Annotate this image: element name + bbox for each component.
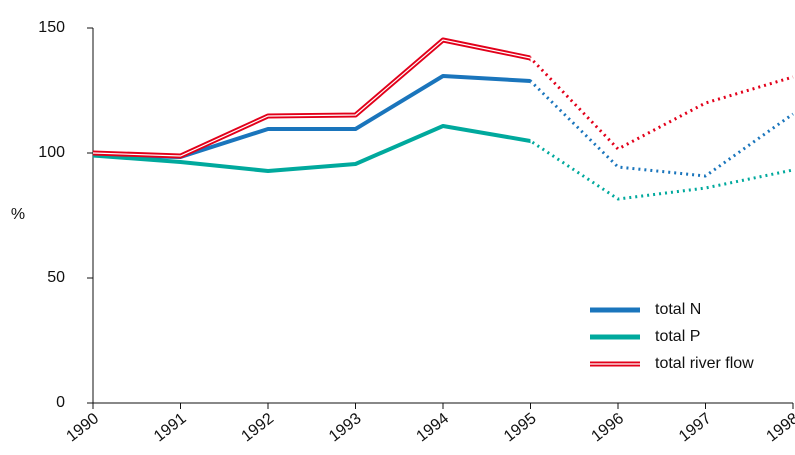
y-axis-label: % (11, 206, 25, 223)
x-tick-label: 1998 (764, 410, 795, 445)
x-tick-label: 1992 (239, 410, 278, 445)
series-line (92, 74, 531, 159)
legend-label: total P (655, 328, 700, 345)
x-tick-label: 1995 (501, 410, 540, 445)
legend-label: total N (655, 301, 701, 318)
x-tick-label: 1991 (151, 410, 190, 445)
x-tick-label: 1990 (64, 410, 103, 445)
y-tick-label: 50 (47, 269, 65, 286)
series-line (92, 37, 531, 159)
series-line (92, 124, 531, 173)
y-tick-label: 100 (38, 144, 65, 161)
x-tick-label: 1996 (589, 410, 628, 445)
x-tick-label: 1997 (676, 410, 715, 445)
y-tick-label: 0 (56, 394, 65, 411)
y-tick-label: 150 (38, 19, 65, 36)
legend-label: total river flow (655, 355, 754, 372)
series-line-inner (92, 39, 531, 157)
x-tick-label: 1994 (414, 410, 453, 445)
series-line-dotted (530, 56, 794, 151)
x-tick-label: 1993 (326, 410, 365, 445)
